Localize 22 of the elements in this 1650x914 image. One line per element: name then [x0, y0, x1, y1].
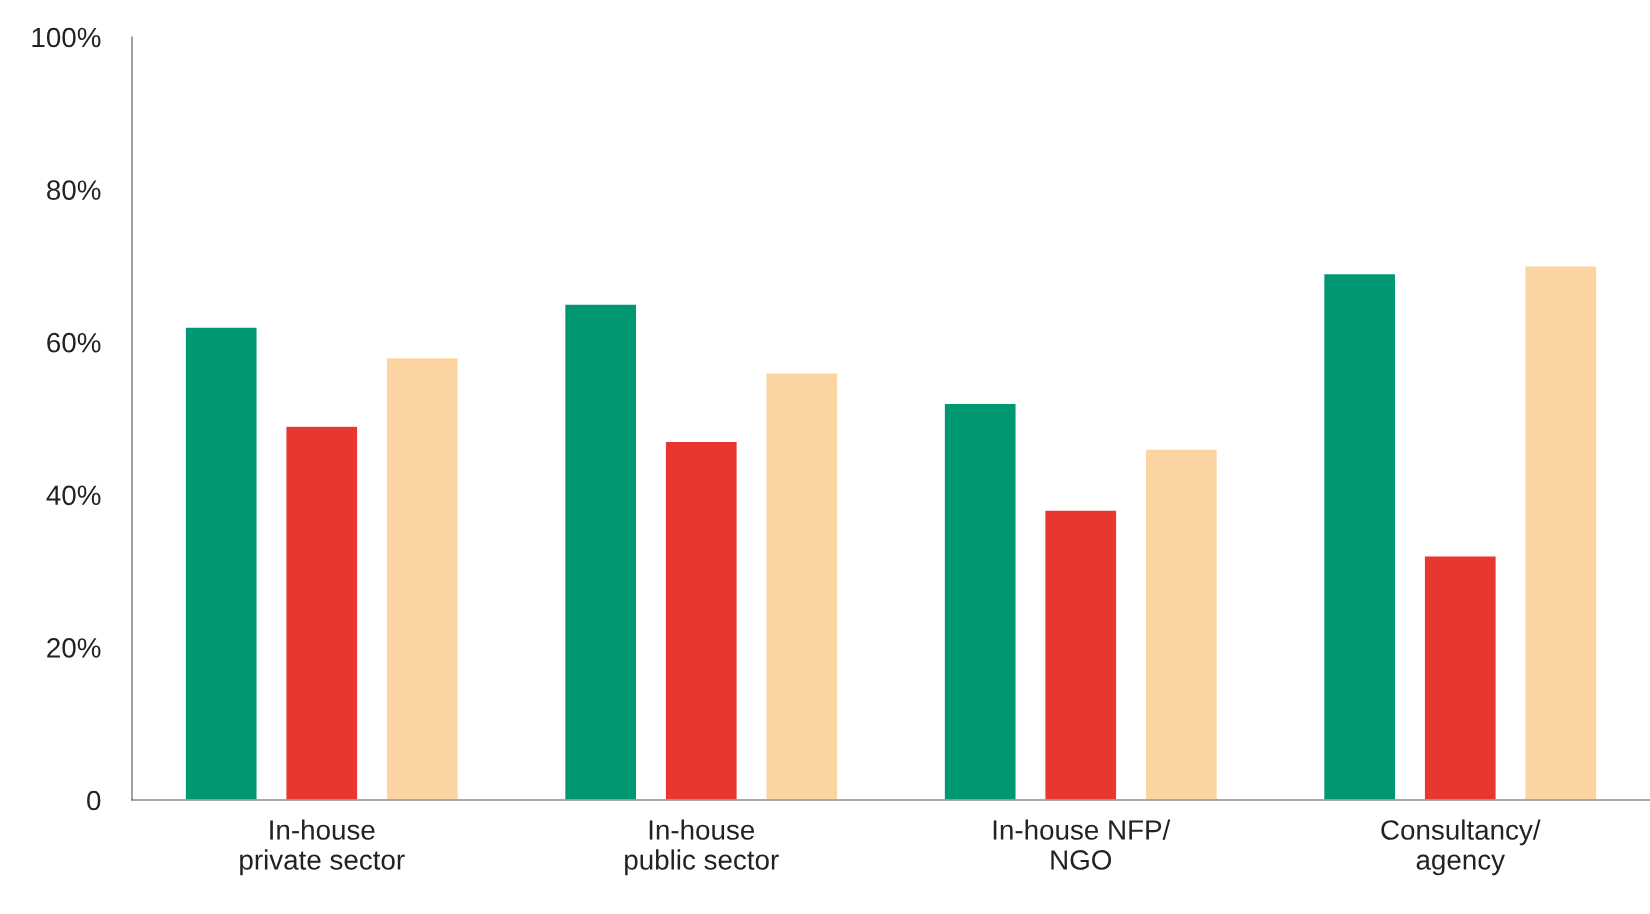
x-tick-label: In-house public sector	[625, 819, 779, 876]
bar	[1524, 265, 1598, 800]
y-tick-label: 100%	[32, 27, 101, 48]
x-tick-label: In-house private sector	[240, 819, 405, 876]
bar	[1423, 555, 1497, 800]
bar	[943, 402, 1017, 800]
bar	[285, 425, 359, 800]
x-tick-label: In-house NFP/ NGO	[993, 819, 1171, 870]
y-tick-label: 40%	[46, 485, 101, 506]
bar	[664, 440, 738, 800]
y-tick-label: 20%	[47, 638, 101, 658]
bar	[184, 326, 258, 800]
y-tick-label: 60%	[47, 332, 101, 353]
bar	[385, 356, 460, 800]
bar	[1322, 272, 1397, 800]
y-tick-label: 0	[87, 790, 101, 811]
bar	[1044, 509, 1118, 800]
x-tick-label: Consultancy/ agency	[1381, 819, 1541, 876]
y-tick-label: 80%	[47, 180, 101, 200]
bar	[1144, 448, 1219, 800]
bar	[765, 372, 839, 800]
bar	[563, 303, 638, 800]
